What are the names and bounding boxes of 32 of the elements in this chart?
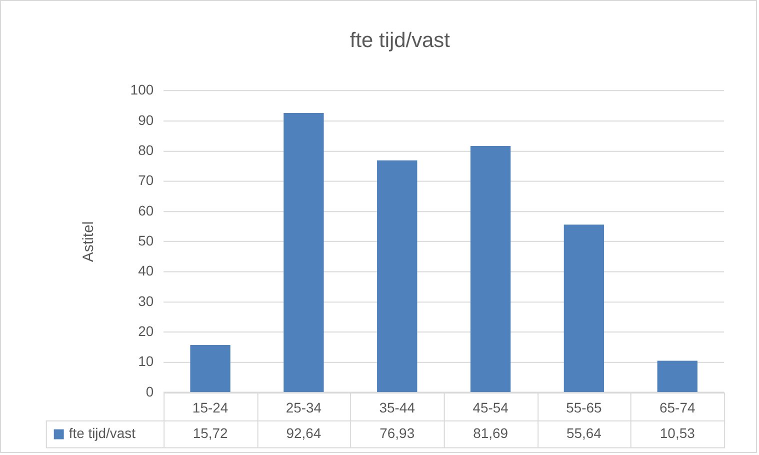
y-tick-label: 60 bbox=[138, 202, 154, 218]
y-tick-label: 100 bbox=[130, 82, 154, 98]
bar bbox=[657, 360, 698, 392]
data-label: 10,53 bbox=[660, 425, 696, 442]
y-tick-label: 40 bbox=[138, 262, 154, 279]
y-tick-label: 10 bbox=[138, 353, 154, 370]
data-label: 15,72 bbox=[192, 425, 228, 442]
x-tick-label: 45-54 bbox=[472, 400, 509, 416]
y-tick-label: 20 bbox=[138, 322, 154, 339]
bar bbox=[190, 345, 230, 392]
x-tick-label: 65-74 bbox=[660, 400, 696, 416]
y-tick-label: 80 bbox=[138, 142, 154, 158]
bar bbox=[377, 160, 418, 392]
legend-label: fte tijd/vast bbox=[68, 425, 136, 442]
chart-title: fte tijd/vast bbox=[350, 29, 450, 52]
y-tick-label: 70 bbox=[138, 172, 154, 188]
y-tick-label: 0 bbox=[146, 383, 154, 400]
data-label: 76,93 bbox=[380, 425, 415, 442]
x-tick-label: 15-24 bbox=[192, 400, 228, 416]
y-tick-label: 30 bbox=[138, 292, 154, 309]
bar bbox=[470, 146, 511, 392]
x-tick-label: 25-34 bbox=[286, 400, 322, 416]
bar bbox=[564, 224, 604, 392]
bar bbox=[284, 113, 324, 392]
data-label: 92,64 bbox=[286, 425, 322, 442]
data-label: 81,69 bbox=[473, 425, 508, 442]
y-tick-label: 50 bbox=[138, 232, 154, 248]
data-label: 55,64 bbox=[566, 425, 602, 442]
x-tick-label: 35-44 bbox=[379, 400, 416, 416]
y-axis-title: Astitel bbox=[80, 221, 97, 262]
x-tick-label: 55-65 bbox=[566, 400, 602, 416]
y-tick-label: 90 bbox=[138, 112, 154, 128]
